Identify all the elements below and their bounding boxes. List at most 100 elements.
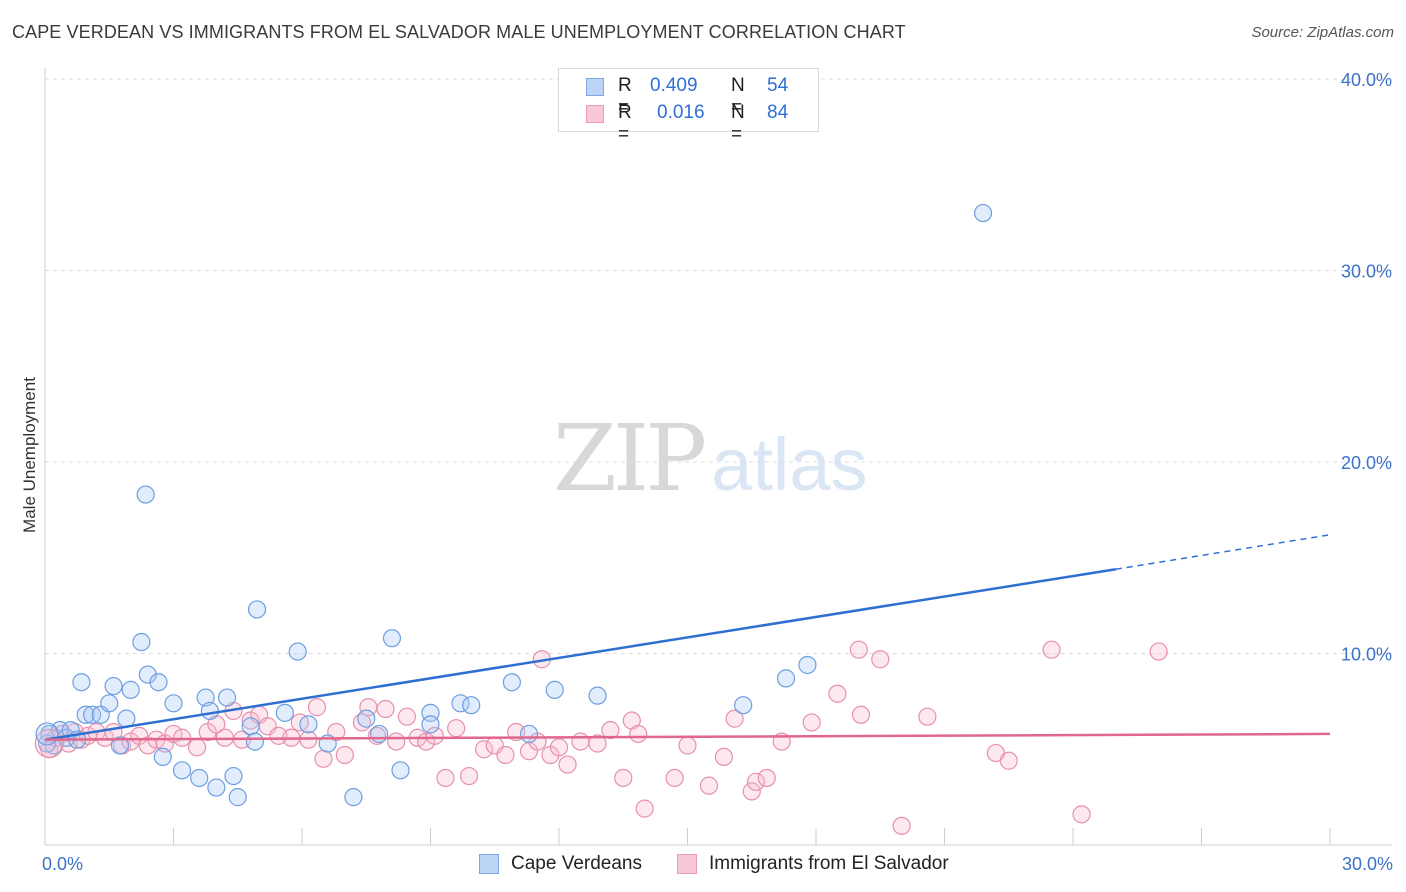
legend-n-label: N = <box>731 102 745 145</box>
cape-verdean-point <box>973 203 993 223</box>
chart-title: CAPE VERDEAN VS IMMIGRANTS FROM EL SALVA… <box>12 22 906 42</box>
cape-verdean-point <box>35 722 59 746</box>
legend-n-value: 84 <box>767 102 789 123</box>
el-salvador-point <box>757 768 776 788</box>
el-salvador-point <box>802 713 821 732</box>
cape-verdean-point <box>172 761 192 780</box>
el-salvador-point <box>999 751 1018 770</box>
el-salvador-point <box>614 768 633 788</box>
el-salvador-point <box>447 719 466 738</box>
blue-swatch-icon <box>479 854 499 874</box>
watermark-atlas: atlas <box>711 423 868 506</box>
el-salvador-point <box>635 799 654 818</box>
series-legend: Cape Verdeans Immigrants from El Salvado… <box>0 852 1406 878</box>
cape-verdean-point <box>76 705 95 724</box>
el-salvador-point <box>851 705 871 724</box>
pink-swatch-icon <box>677 854 697 874</box>
y-tick-label: 30.0% <box>1341 262 1392 282</box>
cape-verdean-point <box>519 724 539 744</box>
el-salvador-point <box>828 684 847 703</box>
legend-r-label: R = <box>618 102 632 145</box>
legend-n-value: 54 <box>767 75 789 96</box>
el-salvador-point <box>1149 642 1168 661</box>
el-salvador-point <box>387 732 406 751</box>
el-salvador-point <box>629 724 648 744</box>
point-layer <box>34 203 1168 835</box>
blue-swatch-icon <box>586 78 604 96</box>
cape-verdean-point <box>299 715 318 734</box>
el-salvador-point <box>314 749 333 768</box>
cape-verdean-point <box>247 600 267 619</box>
cape-verdean-point <box>798 655 817 675</box>
el-salvador-point <box>571 732 590 751</box>
y-tick-label: 10.0% <box>1341 645 1392 665</box>
cape-verdean-point <box>196 688 215 707</box>
x-tick-label: 30.0% <box>1342 854 1393 874</box>
cape-verdean-point <box>121 680 140 699</box>
el-salvador-point <box>588 734 607 753</box>
legend-n-label: N = <box>731 75 745 118</box>
el-salvador-point <box>496 745 515 765</box>
cape-verdean-point <box>421 715 440 734</box>
axis-layer <box>44 68 1392 846</box>
el-salvador-point <box>397 707 417 726</box>
y-tick-label: 40.0% <box>1341 70 1392 90</box>
cape-verdean-point <box>224 766 243 786</box>
el-salvador-point <box>742 782 761 801</box>
el-salvador-point <box>436 768 455 788</box>
el-salvador-point <box>1072 805 1091 824</box>
el-salvador-point <box>335 745 354 765</box>
cape-verdean-point <box>344 788 363 807</box>
el-salvador-point <box>678 736 697 755</box>
cape-verdean-point <box>136 485 155 504</box>
el-salvador-point <box>849 640 868 659</box>
zipatlas-watermark: ZIP atlas <box>553 405 867 512</box>
legend-r-label: R = <box>618 75 632 118</box>
cape-verdean-point <box>545 680 564 699</box>
el-salvador-point <box>474 740 494 759</box>
cape-verdean-point <box>100 694 119 713</box>
el-salvador-point <box>172 728 192 747</box>
el-salvador-point <box>725 709 744 728</box>
el-salvador-point <box>307 698 327 717</box>
cape-verdean-point <box>200 701 220 721</box>
cape-verdean-point <box>275 703 294 722</box>
cape-verdean-point <box>72 673 91 692</box>
source-credit: Source: ZipAtlas.com <box>1251 24 1394 41</box>
correlation-legend: R = 0.409 N = 54 R = 0.016 N = 84 <box>558 68 819 145</box>
y-tick-label: 20.0% <box>1341 453 1392 473</box>
el-salvador-trendline <box>44 732 1331 741</box>
trend-layer <box>44 534 1331 741</box>
cape-verdean-point <box>370 724 389 744</box>
cape-verdean-point <box>288 642 307 661</box>
el-salvador-point <box>871 650 890 669</box>
cape-verdean-point <box>588 686 607 705</box>
cape-verdean-point <box>217 688 237 707</box>
cape-verdean-point <box>164 694 183 713</box>
el-salvador-point <box>601 720 620 740</box>
el-salvador-point <box>1042 640 1061 659</box>
cape-verdean-point <box>110 736 130 755</box>
pink-swatch-icon <box>586 105 604 123</box>
el-salvador-point <box>425 726 444 745</box>
cape-verdean-point <box>502 673 521 692</box>
cape-verdean-point <box>245 732 264 751</box>
watermark-zip: ZIP <box>553 405 707 512</box>
cape-verdean-point <box>357 709 376 728</box>
cape-verdean-point <box>104 676 123 696</box>
cape-verdean-point <box>241 717 260 736</box>
cape-verdean-point <box>734 696 753 715</box>
x-tick-label: 0.0% <box>42 854 83 874</box>
cape-verdean-trendline-extension <box>1115 534 1331 570</box>
el-salvador-point <box>699 776 719 795</box>
el-salvador-point <box>459 766 479 786</box>
cape-verdean-point <box>207 778 226 797</box>
cape-verdean-point <box>190 768 209 788</box>
cape-verdean-point <box>382 629 402 648</box>
y-axis-label: Male Unemployment <box>20 377 39 533</box>
cape-verdean-point <box>391 761 410 780</box>
legend-r-value: 0.016 <box>657 102 705 123</box>
el-salvador-point <box>187 738 207 757</box>
el-salvador-point <box>665 768 684 788</box>
